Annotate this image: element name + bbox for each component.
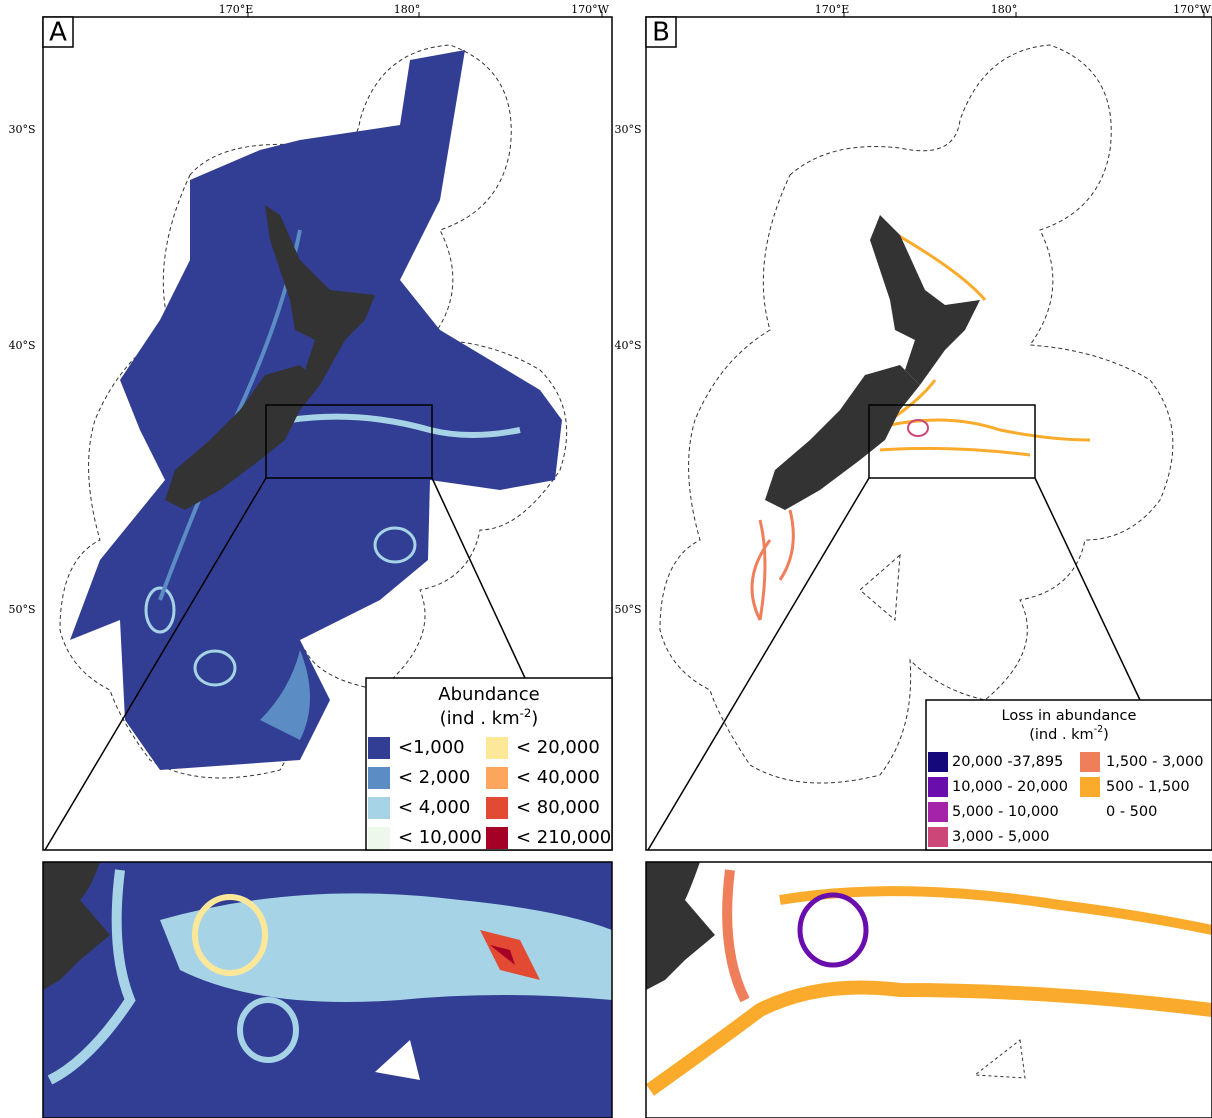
shelf	[260, 650, 310, 740]
legend-label: 10,000 - 20,000	[952, 779, 1068, 795]
legend-label: 0 - 500	[1106, 804, 1157, 820]
legend-label: < 40,000	[516, 767, 600, 788]
ring	[144, 586, 176, 634]
legend-label: < 80,000	[516, 797, 600, 818]
lon-label: 170°E	[219, 3, 254, 16]
legend-swatch	[928, 752, 948, 772]
frame	[42, 16, 613, 851]
lat-label: 50°S	[614, 603, 641, 616]
legend-box	[925, 699, 1212, 851]
legend-swatch	[1080, 802, 1100, 822]
map-b	[659, 44, 1174, 784]
inset-a	[43, 862, 612, 1118]
land	[165, 365, 320, 510]
frame	[42, 861, 613, 1118]
unit-text: (ind . km	[1029, 727, 1093, 743]
lat-label: 30°S	[8, 123, 35, 136]
panel: B 170°E 180° 170°W 30°S 40°S 50°S Loss in abund…	[614, 3, 1212, 851]
abundance-area	[70, 50, 562, 770]
loss-band	[750, 509, 795, 621]
ridge	[289, 413, 521, 438]
lon-label: 170°W	[571, 3, 609, 16]
ring	[373, 526, 417, 564]
legend-label: 3,000 - 5,000	[952, 829, 1049, 845]
panel-label-box	[42, 16, 74, 48]
legend-label: 5,000 - 10,000	[952, 804, 1059, 820]
eez-outline	[659, 44, 1174, 784]
land	[765, 365, 920, 510]
panel-label-box	[645, 16, 677, 48]
unit-text: )	[531, 708, 538, 729]
legend-swatch	[486, 797, 508, 819]
legend-label: < 210,000	[516, 827, 611, 848]
legend-swatch	[928, 802, 948, 822]
legend-swatch	[928, 827, 948, 847]
frame	[645, 861, 1212, 1118]
legend-swatch	[368, 737, 390, 759]
lon-label: 180°	[394, 3, 421, 16]
zoom-line	[1034, 477, 1141, 701]
lat-label: 50°S	[8, 603, 35, 616]
lon-label: 170°E	[815, 3, 850, 16]
loss-band	[869, 223, 1091, 457]
legend-label: < 2,000	[398, 767, 470, 788]
map-a	[59, 44, 568, 779]
unit-text: )	[1103, 727, 1109, 743]
unit-exponent: -2	[520, 706, 532, 720]
legend-swatch	[1080, 777, 1100, 797]
lat-label: 30°S	[614, 123, 641, 136]
lon-label: 180°	[991, 3, 1018, 16]
zoom-box	[265, 404, 433, 479]
inset-b	[646, 862, 1212, 1118]
legend-label: < 4,000	[398, 797, 470, 818]
legend-swatch	[928, 777, 948, 797]
legend-label: < 20,000	[516, 737, 600, 758]
panel-label: A	[49, 18, 67, 48]
ring	[907, 419, 929, 437]
zoom-line	[647, 477, 870, 851]
eez-outline	[59, 44, 568, 779]
zoom-line	[44, 477, 267, 851]
panel-label: B	[652, 18, 670, 48]
legend-unit: (ind . km-2)	[440, 706, 539, 730]
legend-swatch	[368, 797, 390, 819]
legend-unit: (ind . km-2)	[1029, 724, 1109, 744]
lat-label: 40°S	[614, 339, 641, 352]
legend-swatch	[1080, 752, 1100, 772]
unit-text: (ind . km	[440, 708, 520, 729]
eez-outline	[859, 553, 901, 622]
lat-label: 40°S	[8, 339, 35, 352]
legend-swatch	[486, 827, 508, 849]
zoom-line	[431, 477, 526, 679]
legend-swatch	[486, 767, 508, 789]
zoom-box	[868, 404, 1036, 479]
lon-label: 170°W	[1173, 3, 1211, 16]
legend-label: <1,000	[398, 737, 465, 758]
legend-swatch	[368, 767, 390, 789]
legend-swatch	[368, 827, 390, 849]
legend-swatch	[486, 737, 508, 759]
land	[870, 215, 980, 385]
legend-label: 500 - 1,500	[1106, 779, 1190, 795]
legend-title: Abundance	[438, 684, 539, 705]
legend-label: < 10,000	[398, 827, 482, 848]
land	[265, 205, 375, 385]
ring	[193, 649, 237, 687]
legend-label: 20,000 -37,895	[952, 754, 1063, 770]
legend-label: 1,500 - 3,000	[1106, 754, 1203, 770]
unit-exponent: -2	[1094, 724, 1103, 735]
legend-title: Loss in abundance	[1002, 708, 1137, 724]
legend-box	[365, 677, 613, 851]
